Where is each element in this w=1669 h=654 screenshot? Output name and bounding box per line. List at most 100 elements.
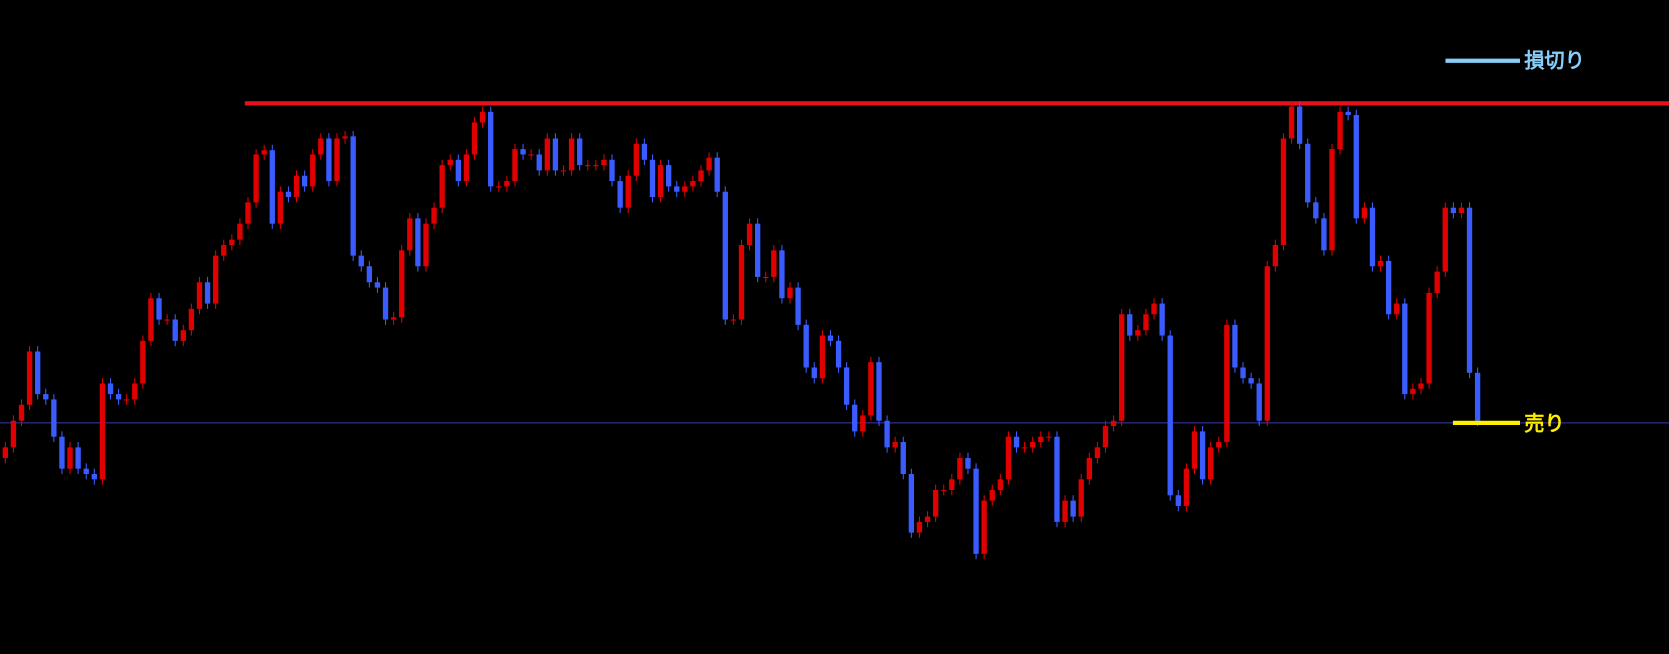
candle-body (941, 489, 947, 492)
candle-body (585, 165, 591, 167)
candle-body (1377, 260, 1384, 267)
candle-body (293, 175, 300, 198)
candle-body (1313, 202, 1319, 219)
candle-body (601, 159, 607, 166)
candle-body (1337, 111, 1343, 150)
candle-body (1175, 495, 1181, 506)
candle-body (892, 442, 898, 448)
candle-body (884, 420, 890, 448)
candle-body (91, 473, 97, 480)
candle-body (407, 218, 413, 251)
candle-body (674, 186, 680, 192)
candle-body (463, 154, 470, 182)
candle-body (1046, 436, 1052, 438)
candle-body (1183, 468, 1190, 506)
candle-body (795, 287, 801, 325)
candle-body (957, 458, 963, 480)
candle-body (1127, 314, 1133, 336)
candle-body (431, 207, 437, 224)
candle-body (261, 150, 267, 155)
candle-body (471, 122, 478, 155)
candle-body (1013, 436, 1020, 448)
candle-body (1321, 218, 1327, 251)
candle-body (843, 367, 850, 405)
candle-body (1345, 111, 1351, 116)
candle-body (771, 250, 777, 277)
candle-body (148, 298, 154, 341)
candle-body (1151, 303, 1157, 315)
candle-body (67, 447, 73, 469)
candle-body (18, 404, 25, 421)
candle-body (1208, 447, 1214, 480)
candle-body (1248, 378, 1254, 384)
candle-body (188, 308, 195, 331)
candle-body (924, 516, 931, 522)
candle-body (1394, 303, 1400, 315)
candle-body (447, 159, 453, 166)
candle-body (641, 143, 648, 160)
candle-body (140, 340, 146, 384)
candle-body (237, 223, 243, 240)
candle-body (536, 154, 542, 171)
candle-body (1458, 207, 1465, 214)
candle-body (593, 165, 599, 167)
candle-body (455, 159, 461, 182)
candle-body (973, 468, 979, 554)
candle-body (43, 394, 49, 400)
candle-body (1005, 436, 1012, 480)
candle-body (415, 218, 421, 267)
candle-body (730, 319, 737, 321)
candle-body (334, 138, 340, 182)
candle-body (738, 244, 745, 320)
candle-body (1418, 383, 1424, 389)
candle-body (253, 154, 259, 203)
candle-body (1062, 500, 1068, 522)
candle-body (1474, 372, 1481, 421)
candle-body (172, 319, 178, 341)
candle-body (35, 351, 41, 395)
candle-body (1426, 292, 1432, 384)
candle-body (666, 165, 672, 187)
candle-body (99, 383, 106, 480)
candle-body (358, 255, 364, 267)
candle-body (1070, 500, 1076, 517)
candle-body (876, 362, 882, 421)
candle-body (698, 170, 704, 182)
candle-body (180, 330, 186, 341)
candle-body (115, 394, 122, 400)
candle-body (26, 351, 33, 405)
candle-body (350, 136, 356, 256)
candle-body (690, 181, 696, 187)
candle-body (900, 442, 906, 474)
candle-body (1410, 388, 1416, 395)
candle-body (868, 362, 874, 416)
candle-body (981, 500, 987, 554)
candle-body (1224, 324, 1230, 443)
candle-body (1385, 260, 1392, 315)
candle-body (245, 202, 251, 224)
sell-label: 売り (1524, 411, 1564, 435)
candle-body (657, 165, 664, 198)
candle-body (342, 136, 348, 139)
candle-body (779, 250, 785, 299)
candle-body (908, 473, 915, 533)
candle-body (560, 170, 567, 172)
candle-body (1442, 207, 1448, 272)
legend-label: 損切り (1524, 48, 1585, 72)
candle-body (989, 489, 995, 501)
candle-body (1167, 335, 1173, 496)
candle-body (754, 223, 761, 277)
candle-body (1434, 271, 1440, 293)
candle-body (932, 489, 939, 517)
candle-body (803, 324, 809, 368)
candle-body (75, 447, 81, 469)
candle-body (609, 159, 615, 182)
candle-body (156, 298, 162, 320)
candle-body (706, 157, 712, 171)
candle-body (1264, 266, 1270, 421)
candle-body (520, 149, 526, 155)
candle-body (1272, 244, 1279, 267)
